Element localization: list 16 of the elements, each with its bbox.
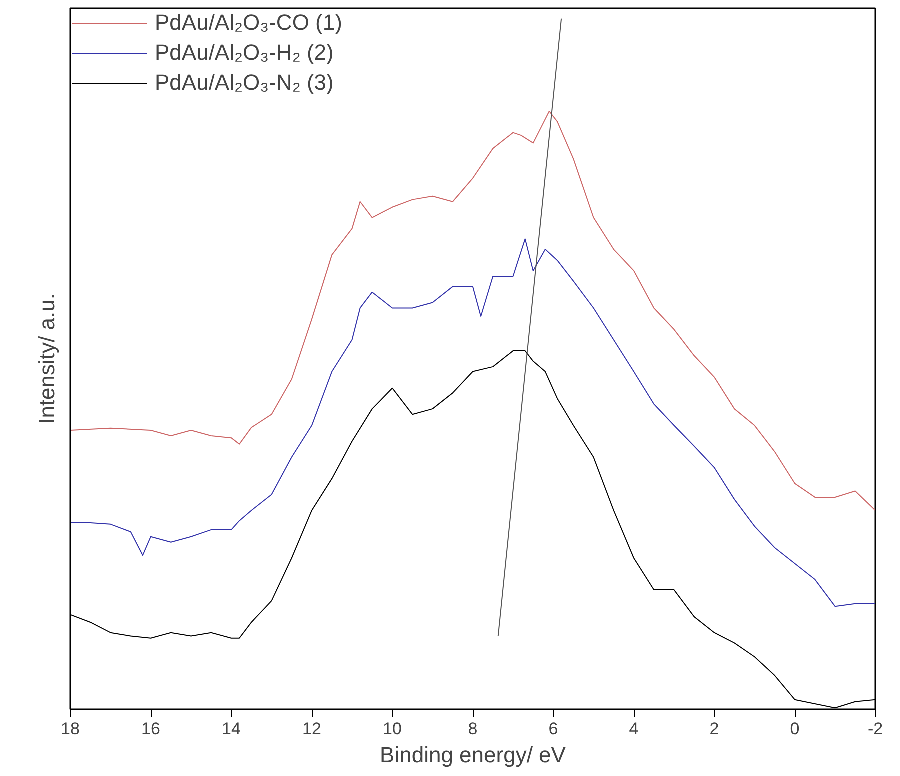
x-tick-label: 4	[629, 720, 639, 738]
x-tick-label: 8	[468, 720, 478, 738]
x-tick-label: 0	[790, 720, 800, 738]
x-tick-label: 2	[710, 720, 720, 738]
legend-label: PdAu/Al₂O₃-H₂ (2)	[155, 40, 334, 66]
legend-label: PdAu/Al₂O₃-CO (1)	[155, 10, 342, 36]
x-tick-label: 14	[222, 720, 241, 738]
legend-label: PdAu/Al₂O₃-N₂ (3)	[155, 70, 334, 96]
x-tick-label: 16	[142, 720, 160, 738]
x-tick-label: 10	[383, 720, 402, 738]
y-axis-title: Intensity/ a.u.	[34, 294, 60, 424]
x-tick-label: 12	[302, 720, 322, 738]
x-tick-label: 6	[548, 720, 558, 738]
x-tick-label: -2	[868, 720, 884, 738]
x-tick-label: 18	[61, 720, 80, 738]
x-axis-title: Binding energy/ eV	[380, 742, 566, 768]
